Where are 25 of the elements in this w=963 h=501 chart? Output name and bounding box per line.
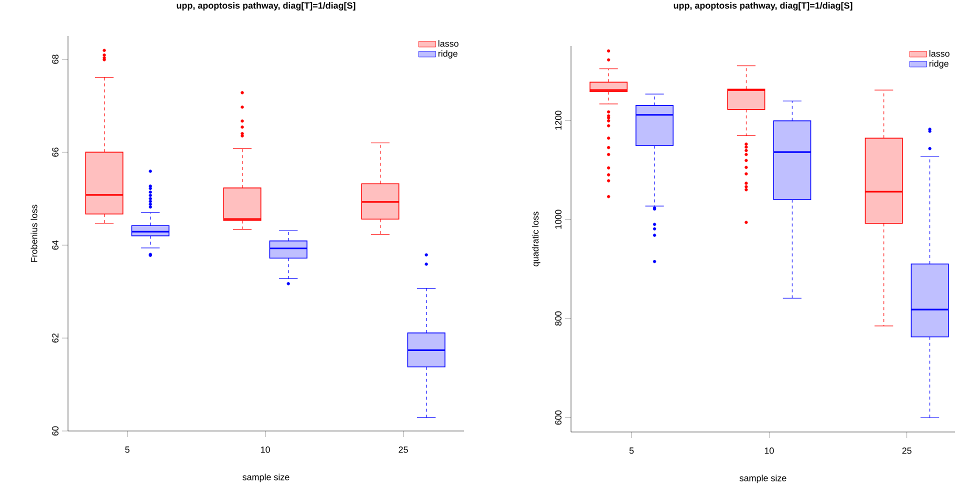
x-tick-label: 10 [261,446,270,453]
legend-label: lasso [930,50,950,57]
y-tick-label: 800 [555,311,562,326]
x-axis-title: sample size [242,474,290,482]
x-tick-label: 5 [125,446,130,453]
x-tick-label: 25 [902,448,912,454]
y-tick-label: 64 [52,240,58,250]
y-tick-label: 68 [52,54,58,64]
y-tick-label: 1200 [555,110,562,130]
y-tick-label: 66 [52,148,58,157]
y-tick-label: 1000 [555,210,562,229]
chart-title: upp, apoptosis pathway, diag[T]=1/diag[S] [176,2,356,11]
legend-label: ridge [929,60,948,69]
y-tick-label: 62 [52,334,58,343]
y-tick-label: 60 [52,426,58,436]
y-axis-title: quadratic loss [532,212,540,266]
legend-label: ridge [438,50,458,59]
legend-label: lasso [438,40,458,47]
chart-title: upp, apoptosis pathway, diag[T]=1/diag[S] [674,2,852,11]
x-tick-label: 5 [629,448,634,454]
x-axis-title: sample size [740,474,786,484]
y-axis-title: Frobenius loss [30,204,38,262]
x-tick-label: 10 [764,448,774,454]
y-tick-label: 600 [555,410,562,425]
x-tick-label: 25 [398,446,408,453]
